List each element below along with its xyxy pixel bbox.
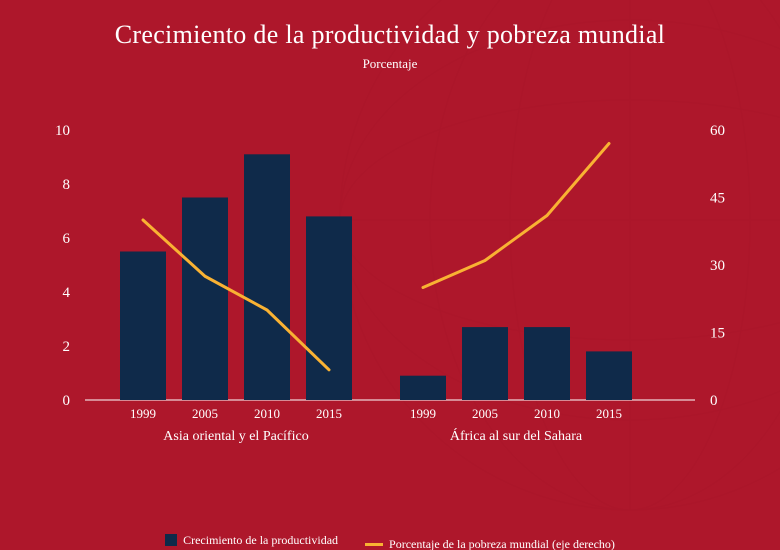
year-label: 1999 xyxy=(130,406,156,421)
bar xyxy=(306,216,352,400)
group-label: Asia oriental y el Pacífico xyxy=(163,429,308,444)
year-label: 2005 xyxy=(192,406,218,421)
legend-line-label: Porcentaje de la pobreza mundial (eje de… xyxy=(389,537,615,550)
left-axis-tick: 2 xyxy=(63,339,71,355)
right-axis-tick: 30 xyxy=(710,258,725,274)
legend-line-swatch xyxy=(365,543,383,546)
right-axis-tick: 45 xyxy=(710,191,725,207)
legend-item-line: Porcentaje de la pobreza mundial (eje de… xyxy=(365,537,615,550)
chart-subtitle: Porcentaje xyxy=(0,56,780,72)
bar xyxy=(182,198,228,401)
group-label: África al sur del Sahara xyxy=(450,427,583,444)
left-axis-tick: 6 xyxy=(63,231,71,247)
year-label: 1999 xyxy=(410,406,436,421)
left-axis-tick: 8 xyxy=(63,177,71,193)
right-axis-tick: 60 xyxy=(710,123,725,139)
bar xyxy=(462,327,508,400)
bar xyxy=(524,327,570,400)
bar xyxy=(400,376,446,400)
chart-title: Crecimiento de la productividad y pobrez… xyxy=(0,20,780,50)
left-axis-tick: 10 xyxy=(55,123,70,139)
year-label: 2015 xyxy=(596,406,622,421)
bar xyxy=(120,252,166,401)
year-label: 2010 xyxy=(534,406,560,421)
year-label: 2015 xyxy=(316,406,342,421)
poverty-line xyxy=(143,220,329,370)
left-axis-tick: 0 xyxy=(63,393,71,409)
poverty-line xyxy=(423,144,609,288)
legend-bar-swatch xyxy=(165,534,177,546)
bar xyxy=(244,154,290,400)
right-axis-tick: 15 xyxy=(710,326,725,342)
bar xyxy=(586,351,632,400)
year-label: 2010 xyxy=(254,406,280,421)
year-label: 2005 xyxy=(472,406,498,421)
right-axis-tick: 0 xyxy=(710,393,718,409)
left-axis-tick: 4 xyxy=(63,285,71,301)
legend-bar-label: Crecimiento de la productividad xyxy=(183,533,338,548)
legend-item-bar: Crecimiento de la productividad xyxy=(165,533,338,548)
chart-area: 02468100153045601999200520102015Asia ori… xyxy=(90,130,690,450)
legend: Crecimiento de la productividad Porcenta… xyxy=(0,533,780,550)
